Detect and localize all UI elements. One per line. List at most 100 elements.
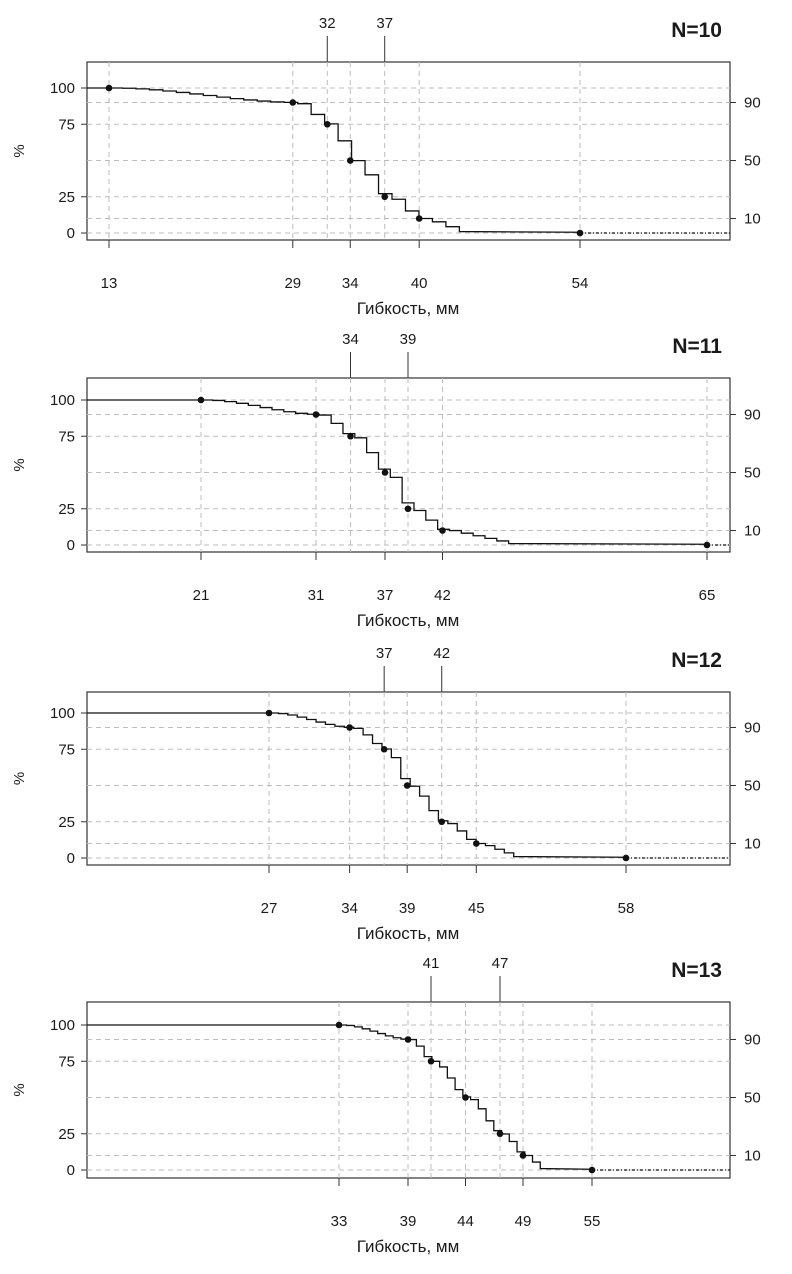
x-top-tick-label: 47 (492, 955, 509, 972)
y-right-tick-label: 50 (744, 465, 761, 482)
data-point (323, 120, 331, 128)
x-tick-label: 42 (434, 587, 451, 604)
y-tick-label: 0 (67, 537, 75, 554)
data-point (439, 527, 446, 534)
chart-title: N=13 (671, 959, 722, 982)
data-point (289, 99, 297, 106)
x-tick-label: 37 (377, 587, 394, 604)
y-right-tick-label: 10 (744, 836, 761, 853)
x-tick-label: 58 (618, 900, 635, 917)
data-point (265, 709, 273, 717)
chart-panel-1: 0 25 75 100 10 50 90 13 29 34 40 54 32 37 N=10 Гибкость… (11, 15, 761, 318)
data-point (380, 745, 388, 753)
y-tick-label: 100 (50, 392, 75, 409)
x-tick-label: 34 (341, 900, 358, 917)
x-tick-label: 33 (331, 1213, 348, 1230)
plot-frame (86, 61, 731, 241)
x-axis-label: Гибкость, мм (357, 299, 460, 318)
y-tick-label: 100 (50, 80, 75, 97)
y-right-tick-label: 10 (744, 1148, 761, 1165)
x-tick-label: 45 (468, 900, 485, 917)
y-tick-label: 0 (67, 850, 75, 867)
y-tick-label: 100 (50, 1017, 75, 1034)
y-right-tick-label: 50 (744, 778, 761, 795)
x-top-tick-label: 32 (319, 15, 336, 32)
data-point (576, 229, 584, 237)
data-point (519, 1152, 527, 1159)
x-tick-label: 27 (261, 900, 278, 917)
series-curve (87, 712, 627, 858)
x-tick-label: 39 (400, 1213, 417, 1230)
chart-panel-3: 0 25 75 100 10 50 90 27 34 39 45 58 37 42 N=12 Гибкость… (11, 645, 761, 943)
x-tick-label: 34 (342, 275, 359, 292)
data-point (415, 215, 423, 222)
data-point (622, 854, 630, 862)
chart-panel-2: 0 25 75 100 10 50 90 21 31 37 42 65 34 39 N=11 Гибкость… (11, 331, 761, 630)
x-top-tick-label: 37 (376, 15, 393, 32)
x-tick-label: 29 (284, 275, 301, 292)
x-axis-label: Гибкость, мм (357, 1237, 460, 1256)
x-tick-label: 65 (699, 587, 716, 604)
data-point (404, 1036, 412, 1043)
chart-title: N=12 (671, 649, 722, 672)
y-right-tick-label: 10 (744, 523, 761, 540)
data-point (346, 157, 354, 164)
chart-title: N=10 (671, 19, 722, 42)
plot-frame (86, 691, 731, 866)
data-point (438, 818, 446, 826)
data-point (381, 469, 389, 476)
x-tick-label: 39 (399, 900, 416, 917)
data-point (197, 396, 205, 404)
x-top-tick-label: 34 (342, 331, 359, 348)
data-point (105, 84, 113, 92)
y-right-tick-label: 90 (744, 720, 761, 737)
plot-frame (86, 1001, 731, 1179)
y-tick-label: 25 (58, 501, 75, 518)
y-axis-label: % (11, 458, 28, 471)
x-tick-label: 44 (457, 1213, 474, 1230)
y-axis-label: % (11, 772, 28, 785)
y-right-tick-label: 90 (744, 407, 761, 424)
y-right-tick-label: 10 (744, 211, 761, 228)
y-axis-label: % (11, 144, 28, 157)
data-point (496, 1130, 504, 1138)
y-tick-label: 75 (58, 1053, 75, 1070)
data-point (703, 541, 711, 549)
x-tick-label: 49 (515, 1213, 532, 1230)
y-right-tick-label: 50 (744, 1090, 761, 1107)
y-tick-label: 25 (58, 814, 75, 831)
data-point (404, 505, 412, 513)
data-point (346, 724, 353, 731)
x-top-tick-label: 37 (376, 645, 393, 662)
y-tick-label: 75 (58, 741, 75, 758)
data-point (427, 1057, 435, 1065)
x-axis-label: Гибкость, мм (357, 924, 460, 943)
data-point (312, 411, 320, 418)
x-top-tick-label: 39 (400, 331, 417, 348)
x-axis-label: Гибкость, мм (357, 611, 460, 630)
y-right-tick-label: 90 (744, 95, 761, 112)
y-tick-label: 75 (58, 428, 75, 445)
chart-title: N=11 (672, 335, 722, 358)
data-point (403, 782, 411, 789)
series-curve (87, 87, 581, 233)
y-axis-label: % (11, 1083, 28, 1096)
y-right-tick-label: 90 (744, 1032, 761, 1049)
x-top-tick-label: 42 (433, 645, 450, 662)
data-point (588, 1166, 596, 1174)
data-point (381, 193, 389, 201)
x-tick-label: 55 (584, 1213, 601, 1230)
x-tick-label: 54 (572, 275, 589, 292)
data-point (462, 1094, 469, 1101)
y-tick-label: 100 (50, 705, 75, 722)
x-tick-label: 40 (411, 275, 428, 292)
series-curve (87, 399, 708, 545)
x-tick-label: 31 (308, 587, 325, 604)
data-point (347, 432, 354, 440)
y-tick-label: 0 (67, 225, 75, 242)
y-tick-label: 25 (58, 1126, 75, 1143)
x-tick-label: 13 (101, 275, 118, 292)
x-tick-label: 21 (193, 587, 210, 604)
series-curve (87, 1024, 593, 1170)
